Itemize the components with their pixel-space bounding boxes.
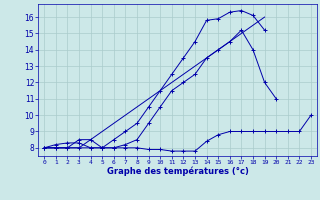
X-axis label: Graphe des températures (°c): Graphe des températures (°c): [107, 167, 249, 176]
